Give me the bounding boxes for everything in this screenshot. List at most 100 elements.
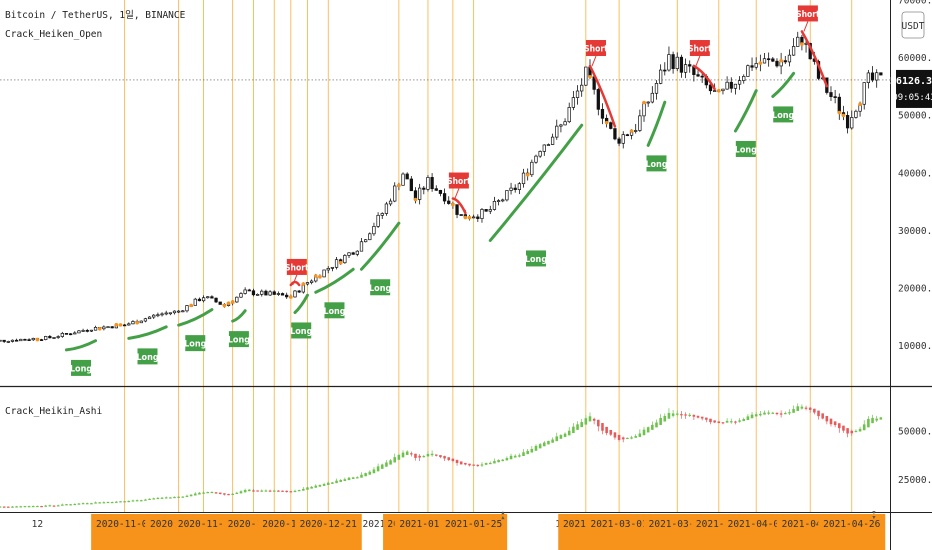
ha-body[interactable] [705,417,708,420]
ha-body[interactable] [310,486,313,489]
candle-body[interactable] [6,341,10,343]
ha-body[interactable] [626,437,629,440]
ha-body[interactable] [106,501,110,504]
ha-body[interactable] [339,480,342,482]
ha-body[interactable] [875,418,878,421]
ha-body[interactable] [81,503,85,505]
ha-body[interactable] [825,415,829,422]
ha-body[interactable] [248,489,251,492]
candle-body[interactable] [721,88,725,92]
ha-body[interactable] [123,501,126,503]
price-axis-main[interactable]: 70000.00 60000.00 50000.00 40000.00 30000.00… [898,0,932,352]
ha-body[interactable] [364,473,367,477]
candle-body[interactable] [164,312,168,315]
ha-body[interactable] [11,506,14,508]
ha-body[interactable] [44,505,47,507]
ha-body[interactable] [185,495,189,497]
candle-body[interactable] [658,69,663,84]
candle-body[interactable] [455,204,459,215]
ha-body[interactable] [738,420,741,422]
candle-body[interactable] [123,324,127,327]
ha-body[interactable] [268,490,272,492]
ha-body[interactable] [56,505,60,507]
candle-body[interactable] [143,318,148,322]
candle-body[interactable] [405,173,409,180]
candle-body[interactable] [326,268,330,271]
candle-body[interactable] [787,54,792,63]
ha-body[interactable] [696,415,700,418]
ha-body[interactable] [69,504,72,506]
ha-body[interactable] [169,497,172,499]
ha-body[interactable] [771,412,775,414]
ha-body[interactable] [447,457,451,460]
candle-body[interactable] [845,115,850,129]
candle-body[interactable] [260,290,264,295]
axis-settings-icon[interactable]: ◂◂ [869,510,878,520]
ha-body[interactable] [426,453,430,457]
ha-body[interactable] [592,418,596,421]
candle-body[interactable] [663,69,667,72]
candle-body[interactable] [521,172,526,185]
ha-body[interactable] [214,492,218,494]
candle-body[interactable] [708,84,713,92]
ha-body[interactable] [40,506,43,508]
candle-body[interactable] [10,339,15,342]
candle-body[interactable] [372,226,376,235]
candle-body[interactable] [77,330,81,334]
main-candles[interactable] [0,31,883,344]
ha-body[interactable] [821,413,824,419]
ha-body[interactable] [360,474,363,478]
ha-body[interactable] [867,418,870,428]
candle-body[interactable] [255,294,260,296]
candle-body[interactable] [646,101,650,104]
candle-body[interactable] [264,290,268,296]
ha-body[interactable] [563,433,567,437]
ha-body[interactable] [297,490,301,492]
candle-body[interactable] [343,255,347,264]
candle-body[interactable] [613,128,617,140]
candle-body[interactable] [796,36,800,47]
ha-body[interactable] [638,433,642,437]
ha-body[interactable] [464,462,467,465]
ha-body[interactable] [518,455,521,457]
ha-body[interactable] [252,490,255,492]
candle-body[interactable] [550,136,555,145]
candle-body[interactable] [380,213,384,216]
ha-body[interactable] [281,490,284,492]
ha-body[interactable] [98,502,102,504]
ha-body[interactable] [439,455,442,458]
ha-body[interactable] [493,461,496,464]
candle-body[interactable] [671,54,675,69]
candle-body[interactable] [621,134,625,144]
candle-body[interactable] [73,332,77,335]
candle-body[interactable] [2,339,6,342]
candle-body[interactable] [879,72,883,76]
ha-body[interactable] [734,421,737,423]
ha-body[interactable] [389,460,392,465]
ha-body[interactable] [15,506,18,508]
ha-body[interactable] [85,503,89,505]
ha-body[interactable] [651,424,654,430]
candle-body[interactable] [23,338,27,341]
ha-body[interactable] [763,412,766,415]
candle-body[interactable] [625,134,630,137]
ha-body[interactable] [322,484,326,486]
candle-body[interactable] [309,280,314,283]
candle-body[interactable] [679,56,684,73]
ha-body[interactable] [759,413,762,416]
candle-body[interactable] [654,83,659,94]
candle-body[interactable] [218,301,222,305]
candle-body[interactable] [206,296,210,299]
ha-body[interactable] [368,471,372,475]
candle-body[interactable] [351,252,355,255]
ha-body[interactable] [414,453,417,458]
ha-body[interactable] [65,504,68,506]
candle-body[interactable] [139,320,143,324]
ha-body[interactable] [443,456,446,459]
ha-body[interactable] [397,454,401,460]
candle-body[interactable] [501,199,505,202]
candle-body[interactable] [563,121,567,126]
ha-body[interactable] [476,464,480,467]
candle-body[interactable] [197,298,202,302]
ha-body[interactable] [189,494,193,497]
